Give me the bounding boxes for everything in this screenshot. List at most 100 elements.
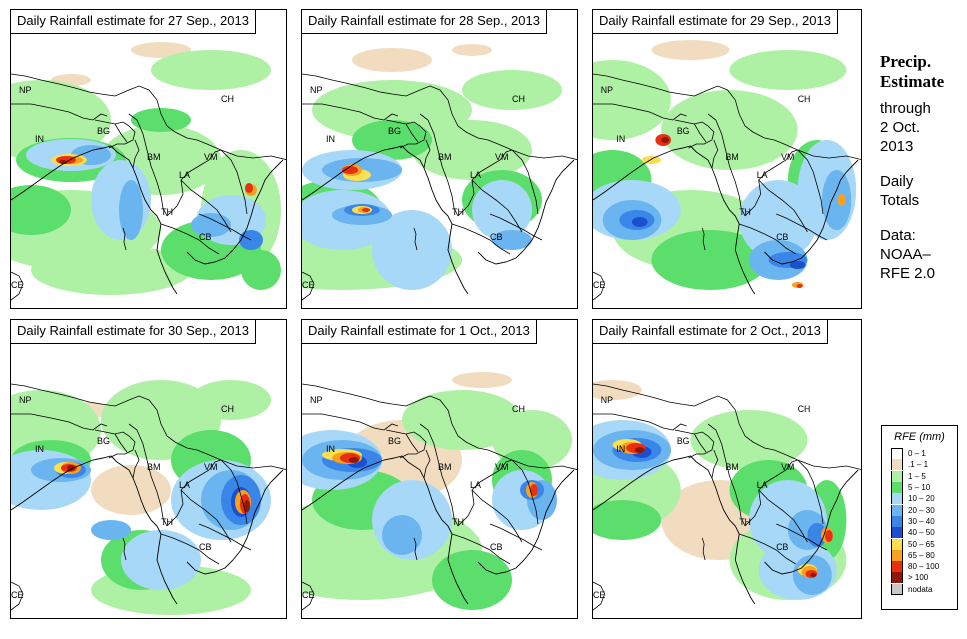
legend-item: 0 – 1 <box>891 448 957 460</box>
rain-patch <box>244 500 250 512</box>
country-border <box>451 533 511 565</box>
legend-item: > 100 <box>891 572 957 584</box>
legend-label: > 100 <box>908 573 929 583</box>
sri-lanka-coast <box>302 581 315 611</box>
country-label: BG <box>677 436 690 446</box>
country-label: CE <box>302 280 315 290</box>
country-label: TH <box>739 517 751 527</box>
country-border <box>423 139 431 169</box>
island-chain <box>701 537 706 561</box>
country-label: BG <box>677 126 690 136</box>
country-label: VM <box>204 152 218 162</box>
rain-patch <box>651 40 730 60</box>
legend-swatch <box>891 583 903 595</box>
country-label: IN <box>616 134 625 144</box>
legend-item: 20 – 30 <box>891 504 957 516</box>
country-label: TH <box>452 517 464 527</box>
legend-label: 1 – 5 <box>908 471 926 481</box>
rain-patch <box>729 50 847 90</box>
country-label: LA <box>470 480 481 490</box>
country-label: BG <box>388 126 401 136</box>
country-border <box>302 413 399 431</box>
panel-2-oct: Daily Rainfall estimate for 2 Oct., 2013… <box>592 319 862 619</box>
rain-patch <box>349 457 359 463</box>
country-border <box>711 139 719 169</box>
country-label: TH <box>161 517 173 527</box>
coastline <box>186 159 284 265</box>
legend-label: 80 – 100 <box>908 562 940 572</box>
country-label: CB <box>199 232 212 242</box>
country-label: CH <box>221 404 234 414</box>
country-border <box>711 449 719 479</box>
country-label: BM <box>726 152 739 162</box>
country-border <box>11 413 108 431</box>
panel-1-oct: Daily Rainfall estimate for 1 Oct., 2013… <box>301 319 578 619</box>
rain-patch <box>810 573 817 577</box>
country-label: IN <box>616 444 625 454</box>
country-border <box>511 459 539 525</box>
country-border <box>11 73 286 160</box>
country-label: CH <box>221 94 234 104</box>
country-label: BG <box>388 436 401 446</box>
country-border <box>11 103 108 121</box>
country-border <box>593 103 687 121</box>
legend-swatch <box>891 459 903 471</box>
panel-30-sep: Daily Rainfall estimate for 30 Sep., 201… <box>10 319 287 619</box>
legend-swatch <box>891 482 903 494</box>
map-layer: NP CH IN BG BM VM LA TH CB CE <box>302 44 577 301</box>
country-border <box>132 139 140 169</box>
sidebar-title-line2: Estimate <box>880 72 945 91</box>
rainfall-map: NP CH IN BG BM VM LA TH CB CE <box>302 44 577 301</box>
country-border <box>797 459 824 525</box>
rain-patch <box>641 156 662 164</box>
legend-swatch <box>891 538 903 550</box>
country-border <box>302 103 399 121</box>
legend-item: .1 – 1 <box>891 459 957 471</box>
legend-item: 1 – 5 <box>891 470 957 482</box>
legend-label: nodata <box>908 584 933 594</box>
country-border <box>166 149 222 217</box>
panel-title: Daily Rainfall estimate for 27 Sep., 201… <box>11 10 256 34</box>
country-label: BG <box>97 436 110 446</box>
sidebar-data-line2: NOAA– <box>880 246 931 263</box>
country-label: LA <box>757 480 768 490</box>
rain-patch <box>245 183 253 193</box>
rain-patch <box>796 284 803 288</box>
rain-patch <box>690 410 808 470</box>
country-border <box>457 149 513 217</box>
country-border <box>11 383 286 470</box>
country-border <box>114 433 128 453</box>
legend-swatch <box>891 527 903 539</box>
country-border <box>385 119 427 149</box>
panel-title: Daily Rainfall estimate for 28 Sep., 201… <box>302 10 547 34</box>
country-label: CB <box>490 542 503 552</box>
country-border <box>419 423 459 527</box>
country-label: CE <box>11 590 24 600</box>
island-chain <box>413 227 418 251</box>
country-border <box>758 489 808 543</box>
rainfall-map: NP CH IN BG BM VM LA TH CB CE <box>11 42 286 301</box>
legend-item: 30 – 40 <box>891 515 957 527</box>
legend-label: 40 – 50 <box>908 528 935 538</box>
country-border <box>739 223 796 255</box>
rain-patch <box>402 390 522 450</box>
rain-patch <box>739 180 818 260</box>
panel-27-sep: Daily Rainfall estimate for 27 Sep., 201… <box>10 9 287 309</box>
sidebar-title-line1: Precip. <box>880 52 932 71</box>
rain-patch <box>121 530 201 590</box>
sidebar-date-line2: 2013 <box>880 138 914 155</box>
country-border <box>797 149 824 215</box>
legend-swatch <box>891 515 903 527</box>
country-label: TH <box>739 207 751 217</box>
country-border <box>128 113 168 217</box>
country-border <box>302 73 577 160</box>
rain-patch <box>241 250 281 290</box>
legend-swatch <box>891 561 903 573</box>
sidebar-daily-line2: Totals <box>880 192 920 209</box>
country-label: CH <box>798 404 811 414</box>
legend-swatch <box>891 493 903 505</box>
legend-item: nodata <box>891 583 957 595</box>
country-label: CB <box>490 232 503 242</box>
coastline <box>764 469 859 575</box>
rain-patch <box>191 213 231 237</box>
